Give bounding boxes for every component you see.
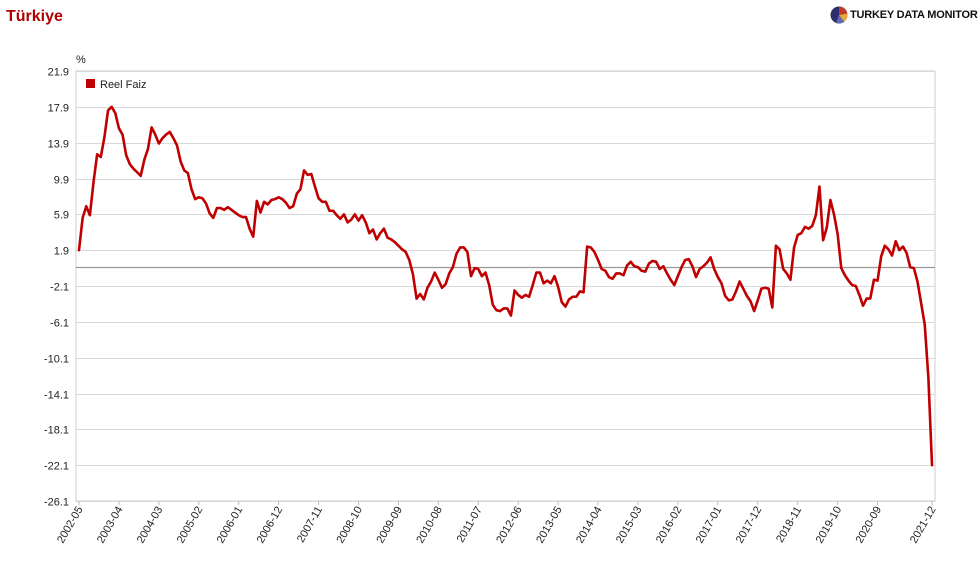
x-tick-label: 2006-12 — [255, 505, 286, 546]
y-tick-label: -14.1 — [44, 390, 69, 402]
y-tick-label: 21.9 — [48, 67, 69, 79]
y-tick-label: 17.9 — [48, 103, 69, 115]
x-tick-label: 2002-05 — [55, 505, 86, 546]
x-tick-label: 2008-10 — [335, 505, 366, 546]
x-tick-label: 2017-01 — [694, 505, 725, 546]
x-tick-label: 2011-07 — [455, 505, 485, 545]
x-tick-label: 2017-12 — [734, 505, 765, 546]
x-tick-label: 2018-11 — [774, 505, 804, 545]
y-tick-label: 5.9 — [54, 210, 69, 222]
x-tick-label: 2019-10 — [814, 505, 845, 546]
y-tick-label: 13.9 — [48, 139, 69, 151]
y-tick-label: -26.1 — [44, 497, 69, 509]
legend-swatch — [86, 79, 95, 88]
brand-name: TURKEY DATA MONITOR — [850, 9, 978, 21]
series-line-reel-faiz — [77, 105, 934, 467]
globe-logo-icon — [830, 6, 848, 24]
x-tick-label: 2005-02 — [175, 505, 206, 546]
y-tick-label: -6.1 — [50, 318, 69, 330]
x-tick-label: 2006-01 — [215, 505, 246, 546]
brand-logo: TURKEY DATA MONITOR — [830, 6, 978, 24]
y-tick-label: -22.1 — [44, 461, 69, 473]
x-tick-label: 2009-09 — [374, 505, 405, 546]
x-tick-label: 2014-04 — [574, 505, 605, 546]
x-tick-label: 2015-03 — [614, 505, 645, 546]
x-tick-label: 2003-04 — [95, 505, 126, 546]
y-tick-label: -10.1 — [44, 354, 69, 366]
x-tick-label: 2010-08 — [414, 505, 445, 546]
y-tick-label: -18.1 — [44, 425, 69, 437]
y-tick-label: -2.1 — [50, 282, 69, 294]
y-tick-label: 1.9 — [54, 246, 69, 258]
page-title: Türkiye — [6, 8, 63, 25]
grid-layer — [75, 70, 936, 502]
x-tick-label: 2021-12 — [908, 505, 939, 546]
x-tick-label: 2004-03 — [135, 505, 166, 546]
legend: Reel Faiz — [86, 79, 146, 91]
series-layer — [77, 105, 934, 467]
y-axis-unit-label: % — [76, 54, 86, 66]
y-tick-label: 9.9 — [54, 175, 69, 187]
x-tick-label: 2012-06 — [494, 505, 525, 546]
x-tick-label: 2007-11 — [295, 505, 325, 545]
x-tick-label: 2020-09 — [854, 505, 885, 546]
legend-label: Reel Faiz — [100, 79, 146, 91]
axis-layer: 21.9 17.9 13.9 9.9 5.9 1.9 -2.1 -6.1 -10.1 -14.1 -… — [44, 67, 939, 546]
x-tick-label: 2013-05 — [534, 505, 565, 546]
x-tick-label: 2016-02 — [654, 505, 685, 546]
